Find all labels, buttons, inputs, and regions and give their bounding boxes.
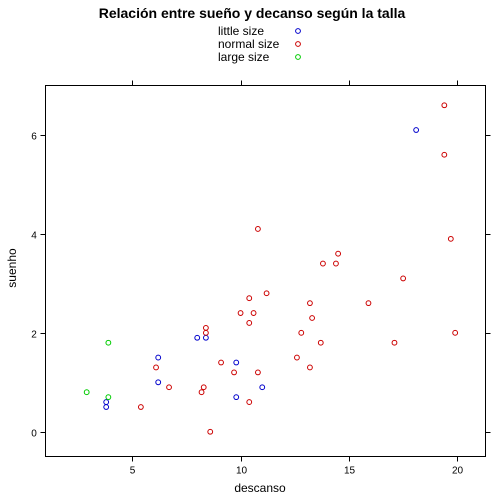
point-large-size (105, 339, 112, 346)
x-axis: 5 10 15 20 (130, 80, 464, 477)
point-normal-size (447, 235, 454, 242)
point-normal-size (137, 404, 144, 410)
point-normal-size (320, 260, 326, 267)
point-little-size (155, 354, 162, 361)
x-tick-label: 20 (452, 466, 464, 477)
point-normal-size (250, 310, 257, 316)
point-normal-size (202, 329, 209, 336)
x-axis-label: descanso (234, 481, 286, 495)
y-tick-label: 2 (31, 330, 37, 341)
legend: little size normal size large size (218, 24, 301, 64)
point-normal-size (298, 329, 305, 336)
point-normal-size (317, 339, 324, 346)
y-tick-label: 6 (31, 132, 37, 143)
point-normal-size (198, 389, 205, 396)
legend-label-little-size: little size (218, 24, 264, 38)
x-tick-label: 15 (344, 466, 356, 477)
point-normal-size (237, 310, 244, 316)
point-normal-size (441, 151, 448, 158)
x-tick-label: 5 (130, 466, 136, 477)
point-normal-size (246, 320, 253, 326)
point-large-size (83, 389, 90, 396)
legend-marker-large-size (295, 54, 301, 60)
plot-frame (45, 85, 486, 457)
legend-marker-little-size (295, 28, 301, 34)
point-normal-size (246, 399, 253, 405)
point-normal-size (200, 384, 207, 391)
point-little-size (103, 399, 110, 405)
x-tick-label: 10 (236, 466, 248, 477)
point-normal-size (218, 359, 224, 366)
point-normal-size (333, 260, 339, 267)
point-normal-size (231, 369, 237, 376)
point-little-size (202, 334, 209, 341)
legend-marker-normal-size (295, 41, 301, 47)
point-normal-size (255, 369, 261, 376)
point-normal-size (255, 226, 261, 232)
point-normal-size (202, 324, 209, 331)
legend-label-normal-size: normal size (218, 37, 280, 51)
y-tick-label: 0 (31, 429, 37, 440)
legend-label-large-size: large size (218, 50, 270, 64)
point-normal-size (246, 295, 253, 302)
point-normal-size (263, 290, 270, 297)
point-normal-size (166, 384, 172, 391)
point-normal-size (294, 354, 300, 361)
point-little-size (194, 334, 201, 341)
point-normal-size (391, 339, 398, 346)
point-normal-size (400, 275, 407, 282)
y-axis-label: suenho (5, 248, 19, 288)
y-tick-label: 4 (31, 231, 37, 242)
point-normal-size (307, 364, 313, 371)
point-normal-size (307, 300, 313, 307)
point-normal-size (153, 364, 159, 371)
chart-title: Relación entre sueño y decanso según la … (99, 5, 406, 21)
point-normal-size (365, 300, 372, 307)
point-little-size (233, 359, 240, 366)
point-normal-size (452, 329, 459, 336)
data-points (83, 102, 459, 435)
point-little-size (103, 404, 110, 410)
point-little-size (233, 394, 240, 401)
point-normal-size (309, 315, 316, 321)
point-normal-size (207, 428, 214, 435)
point-normal-size (441, 102, 448, 109)
point-little-size (155, 379, 162, 386)
y-axis: 0 2 4 6 (31, 132, 491, 440)
point-little-size (259, 384, 266, 391)
point-normal-size (335, 250, 342, 257)
point-little-size (413, 127, 420, 133)
point-large-size (105, 394, 112, 401)
